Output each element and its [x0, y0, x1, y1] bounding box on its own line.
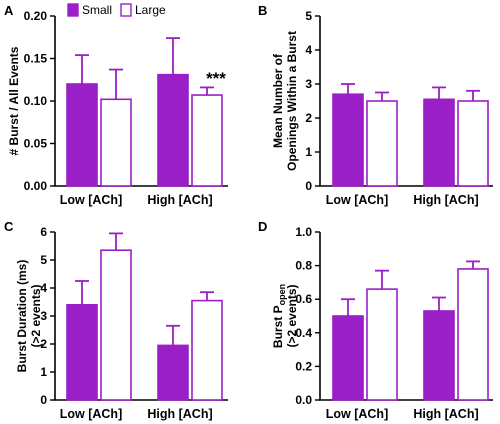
panel-c-y-title-line: (>2 events) [29, 284, 43, 347]
panel-d-category-label: Low [ACh] [326, 407, 388, 421]
legend-swatch-small [67, 3, 79, 17]
panel-c-y-tick-label: 6 [40, 225, 47, 239]
panel-b-y-tick-label: 1 [305, 145, 312, 159]
panel-c-y-tick-label: 0 [40, 393, 47, 407]
panel-b-category-label: Low [ACh] [326, 193, 388, 207]
panel-d-y-tick-label: 0.8 [295, 259, 312, 273]
panel-c-bar-large [191, 299, 223, 401]
legend-swatch-large [120, 3, 132, 17]
panel-a-y-title: # Burst / All Events [7, 46, 21, 155]
panel-b-bar-large [366, 100, 398, 187]
panel-c-category-label: High [ACh] [147, 407, 212, 421]
panel-d-bar-small [332, 315, 364, 401]
panel-b-bar-small [332, 93, 364, 187]
panel-c-y-tick-label: 3 [40, 309, 47, 323]
panel-d-y-tick-label: 0.2 [295, 359, 312, 373]
panel-d-category-label: High [ACh] [413, 407, 478, 421]
panel-b-y-tick-label: 3 [305, 77, 312, 91]
panel-d-y-tick-label: 0.6 [295, 292, 312, 306]
panel-c-bar-large [100, 249, 132, 401]
panel-d-y-tick-label: 1.0 [295, 225, 312, 239]
panel-d-bar-large [366, 288, 398, 401]
legend-label-small: Small [82, 3, 112, 17]
panel-d-bar-large [457, 268, 489, 401]
significance-marker: *** [206, 69, 226, 88]
panel-d-y-title-line: (>2 events) [285, 284, 299, 347]
panel-c-y-tick-label: 1 [40, 365, 47, 379]
panel-d-y-tick-label: 0.4 [295, 326, 312, 340]
panel-c-bar-small [157, 344, 189, 401]
panel-d-bar-small [423, 310, 455, 401]
panel-d-y-tick-label: 0.0 [295, 393, 312, 407]
panel-d-letter: D [258, 219, 267, 234]
panel-a-bar-small [66, 83, 98, 187]
panel-a-y-tick-label: 0.15 [24, 52, 48, 66]
panel-a-letter: A [4, 3, 14, 18]
panel-b-y-tick-label: 0 [305, 179, 312, 193]
panel-b-y-tick-label: 4 [305, 43, 312, 57]
panel-b-y-tick-label: 5 [305, 9, 312, 23]
panel-b-bar-large [457, 100, 489, 187]
panel-b-category-label: High [ACh] [413, 193, 478, 207]
panel-b-letter: B [258, 3, 267, 18]
panel-a-y-tick-label: 0.10 [24, 94, 48, 108]
panel-c-y-title-line: Burst Duration (ms) [15, 260, 29, 373]
panel-a-y-tick-label: 0.20 [24, 9, 48, 23]
panel-b-y-tick-label: 2 [305, 111, 312, 125]
legend-label-large: Large [135, 3, 166, 17]
panel-c-letter: C [4, 219, 14, 234]
panel-b-bar-small [423, 98, 455, 187]
panel-a-bar-large [100, 98, 132, 187]
panel-c-y-tick-label: 2 [40, 337, 47, 351]
panel-a-y-tick-label: 0.00 [24, 179, 48, 193]
panel-c-y-tick-label: 5 [40, 253, 47, 267]
panel-b-y-title-line: Openings Within a Burst [285, 31, 299, 171]
panel-a-category-label: High [ACh] [147, 193, 212, 207]
panel-a-bar-small [157, 73, 189, 187]
panel-a-bar-large [191, 94, 223, 187]
panel-a-category-label: Low [ACh] [60, 193, 122, 207]
panel-b-y-title-line: Mean Number of [271, 53, 285, 148]
panel-c-category-label: Low [ACh] [60, 407, 122, 421]
panel-c-y-tick-label: 4 [40, 281, 47, 295]
panel-a-y-tick-label: 0.05 [24, 137, 48, 151]
panel-c-bar-small [66, 303, 98, 401]
